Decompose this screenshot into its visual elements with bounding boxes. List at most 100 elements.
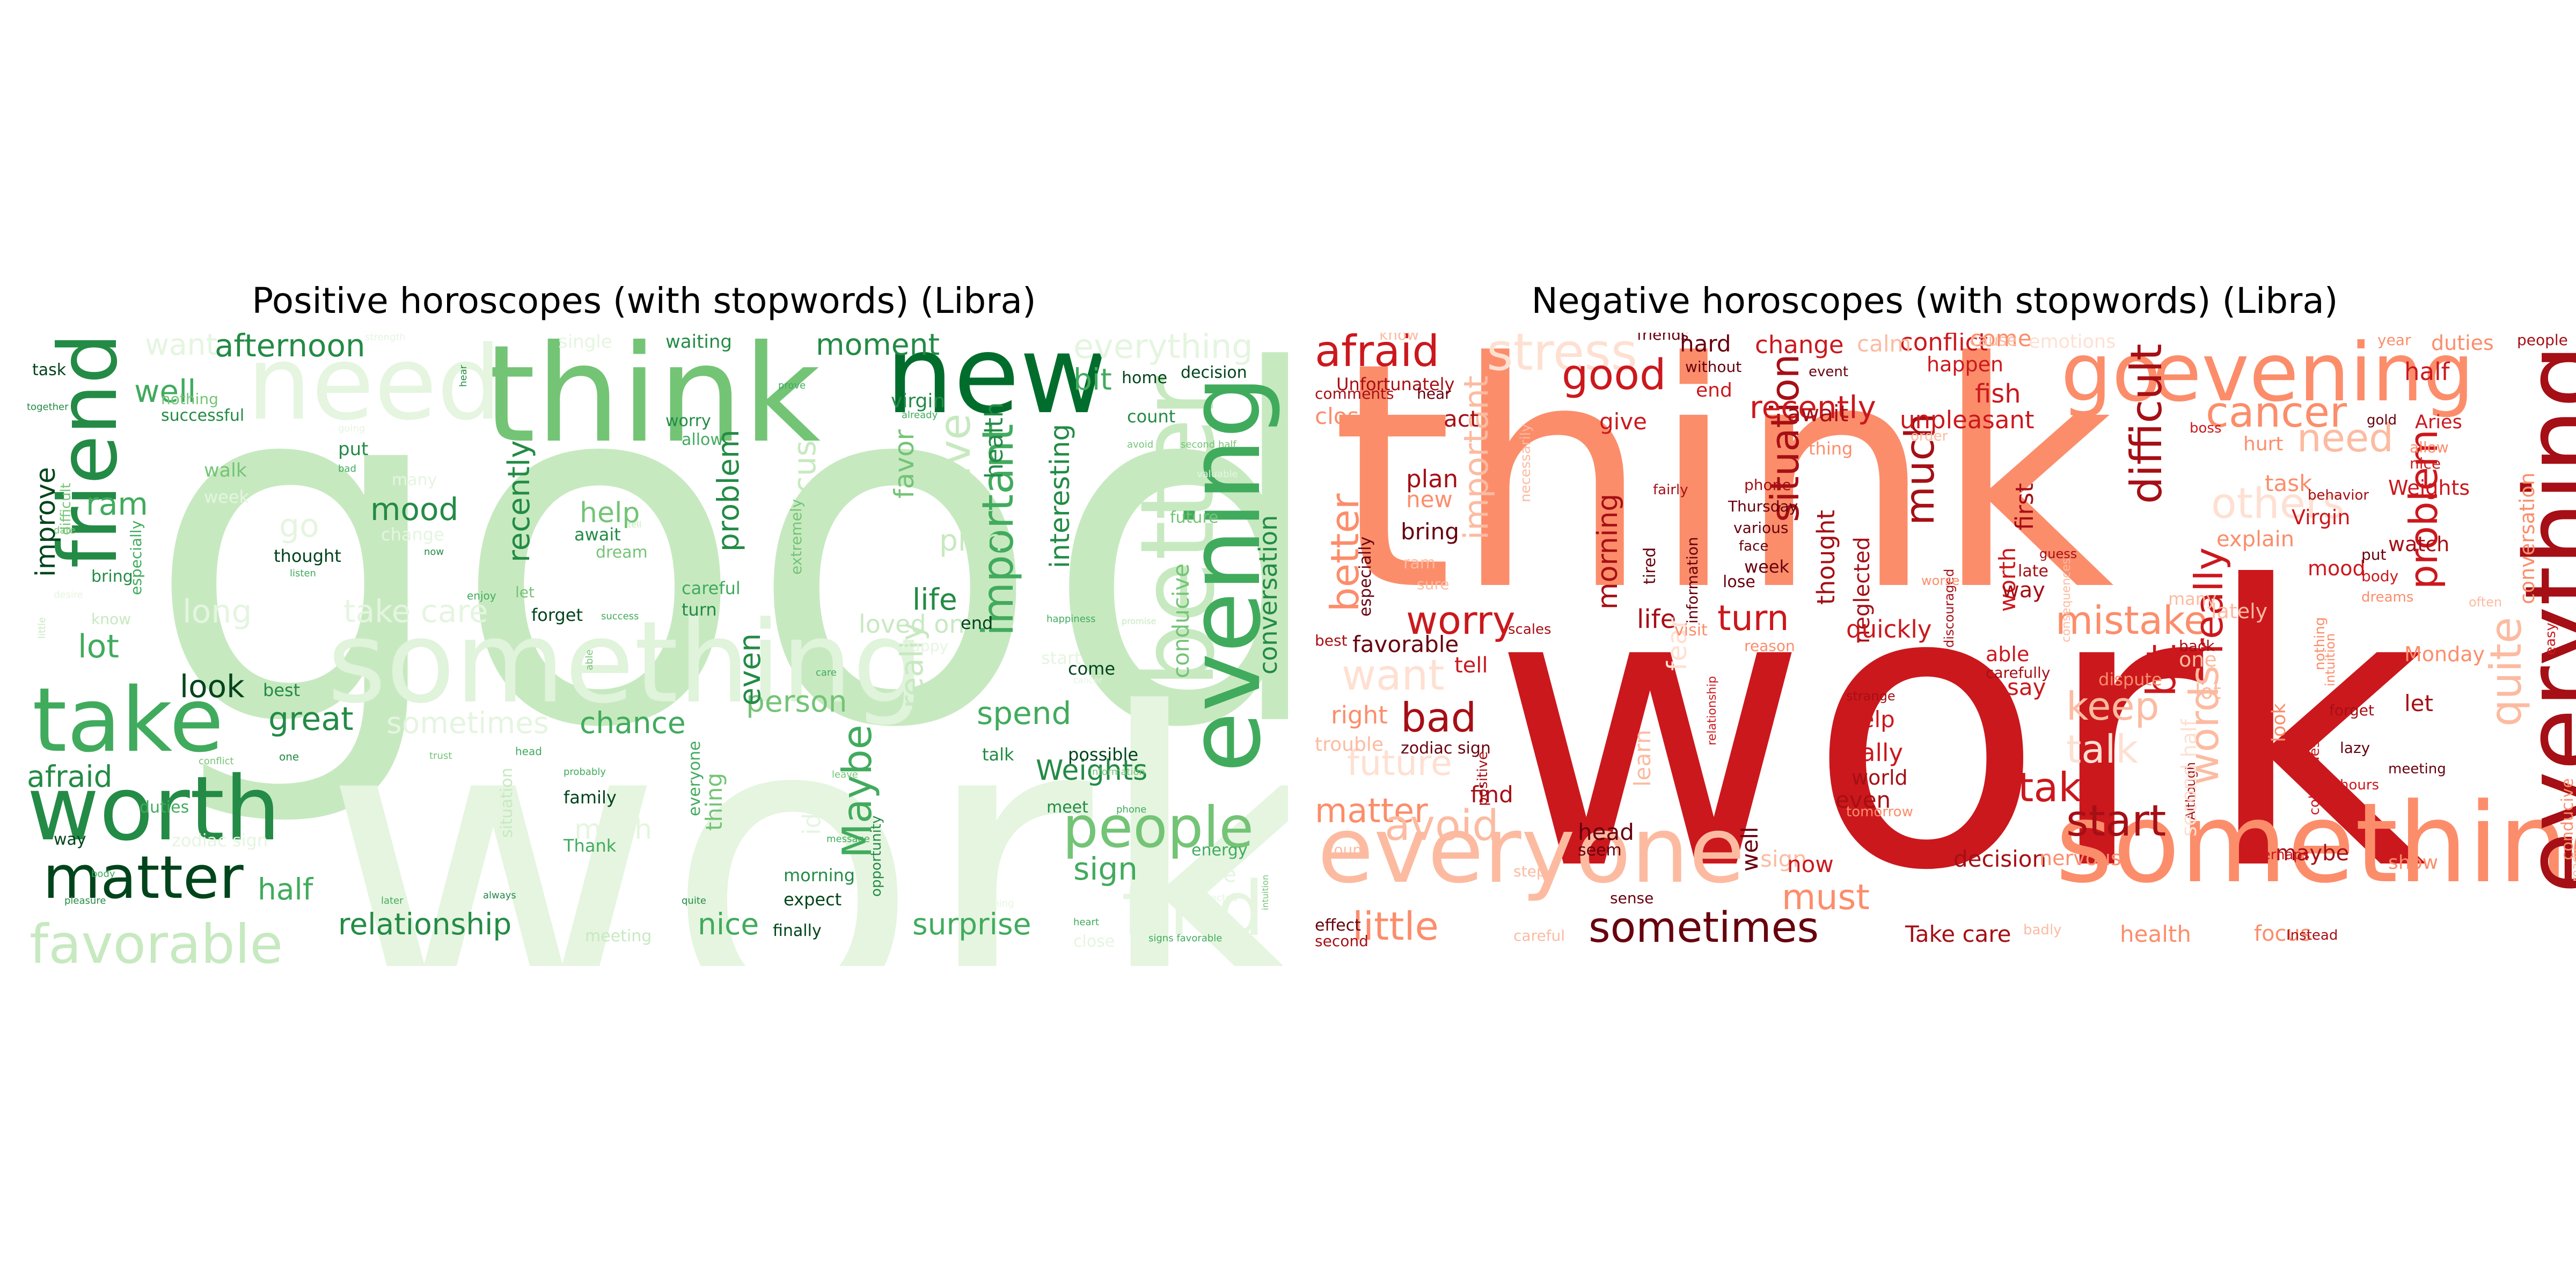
cloud-word: much [574,814,653,846]
cloud-word: tired [1641,547,1659,584]
cloud-word: valuable [1197,469,1238,480]
cloud-word: well [134,373,196,409]
cloud-word: interesting [1044,423,1075,568]
cloud-word: careful [682,578,741,598]
cloud-word: home [1122,369,1168,387]
cloud-word: probably [564,766,606,778]
panel-negative: Negative horoscopes (with stopwords) (Li… [1288,0,2576,1288]
cloud-word: favor [889,429,920,499]
cloud-word: consequences [2060,558,2073,642]
cloud-word: health [980,402,1008,479]
cloud-word: happiness [1046,613,1096,625]
cloud-word: Thank [564,836,617,856]
cloud-word: able [1986,642,2030,666]
cloud-word: tomorrow [1846,804,1913,820]
cloud-word: zodiac sign [172,830,268,851]
cloud-word: without [1685,358,1742,376]
cloud-word: one [2179,648,2217,671]
cloud-word: even [1835,787,1891,813]
cloud-word: want [145,333,218,362]
cloud-word: favorable [30,913,283,967]
cloud-word: Aries [2415,412,2462,433]
cloud-word: put [338,438,369,460]
cloud-word: change [1755,333,1844,359]
cloud-word: always [483,890,516,901]
cloud-word: difficult [2121,343,2171,504]
cloud-word: second half [1181,439,1236,450]
cloud-word: thing [701,772,727,831]
cloud-word: late [2018,562,2048,581]
cloud-word: work [322,626,1288,966]
cloud-word: anything [971,898,1014,909]
cloud-word: ram [1403,554,1436,573]
cloud-word: help [580,497,640,529]
cloud-word: meeting [2388,761,2446,777]
cloud-word: many [392,471,437,489]
cloud-word: look [2268,703,2290,742]
cloud-word: later [381,895,404,906]
cloud-word: Perhaps [2254,847,2310,863]
cloud-word: thought [274,546,341,566]
panel-title: Positive horoscopes (with stopwords) (Li… [252,280,1036,321]
cloud-word: week [204,487,250,507]
cloud-word: count [1326,841,1368,859]
cloud-word: meeting [585,927,652,946]
cloud-word: end [1696,379,1732,401]
cloud-word: way [54,830,86,849]
cloud-word: plan [939,523,1003,558]
cloud-word: everyone [1318,797,1745,904]
cloud-word: strength [365,333,406,343]
cloud-word: phone [1744,476,1791,494]
cloud-word: hear [1417,385,1451,402]
cloud-word: able [584,649,595,670]
cloud-word: must [1782,877,1870,918]
cloud-word: lose [1723,573,1755,591]
cloud-word: cancer [1073,675,1102,685]
cloud-word: Virgin [2292,506,2351,529]
cloud-word: sometimes [386,706,549,740]
cloud-word: want [1342,652,1445,700]
cloud-word: person [746,684,847,719]
cloud-word: event [1809,364,1849,380]
cloud-word: forget [2329,701,2374,719]
cloud-word: life [912,582,957,617]
cloud-word: end [961,613,993,633]
cloud-word: allow [682,430,723,449]
cloud-word: colleagues [2307,740,2323,815]
cloud-word: little [36,617,48,639]
cloud-word: love [1191,862,1236,887]
cloud-word: already [902,409,938,421]
cloud-word: sign [1760,846,1807,872]
word-cloud-negative: thinkworksomethingeveryoneeverythingeven… [1309,333,2576,966]
cloud-word: nothing [161,390,218,408]
cloud-word: sometimes [1589,904,1819,952]
cloud-word: intuition [1260,874,1270,910]
cloud-word: future [1170,508,1219,527]
cloud-word: nice [698,907,759,941]
cloud-word: watch [2388,532,2450,556]
cloud-word: together [27,401,69,413]
cloud-word: nice [2410,455,2441,472]
cloud-word: useful [961,638,990,649]
cloud-word: signs favorable [1148,933,1223,944]
cloud-word: one [279,750,299,763]
cloud-word: lot [78,628,119,665]
cloud-word: face [1739,538,1769,554]
cloud-word: easy [2543,623,2559,655]
cloud-word: afraid [1315,333,1440,376]
cloud-word: conducive [1168,563,1194,678]
cloud-word: sure [1417,575,1450,593]
cloud-word: now [424,546,444,558]
cloud-word: pleasure [64,895,106,906]
cloud-word: count [1127,406,1176,427]
cloud-word: happy [902,637,949,655]
cloud-word: worth [27,757,281,860]
cloud-word: spend [977,695,1072,731]
cloud-word: fairly [1653,482,1688,498]
cloud-word: right [1331,701,1388,729]
cloud-word: worse [1921,573,1960,588]
cloud-word: badly [2023,922,2062,938]
cloud-word: second half [2177,719,2201,837]
cloud-word: conversation [1254,515,1283,675]
cloud-word: something [2055,780,2576,908]
